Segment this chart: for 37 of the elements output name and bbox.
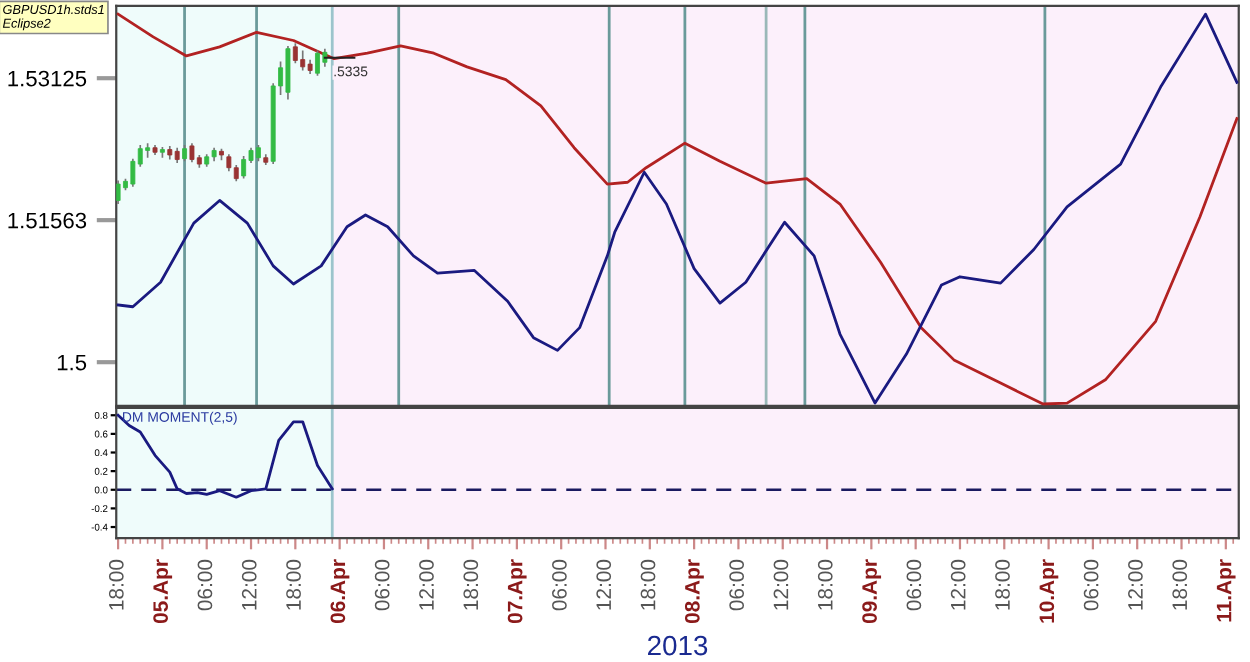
x-tick-label: 18:00 <box>1172 559 1188 610</box>
x-tick-label: 06:00 <box>552 559 567 611</box>
x-tick-label: 08.Apr <box>684 559 704 624</box>
candlestick <box>315 50 320 76</box>
x-tick-label: 07.Apr <box>507 559 527 624</box>
candlestick <box>241 155 247 179</box>
x-tick-label: 18:00 <box>286 559 301 610</box>
x-tick-label: 18:00 <box>108 559 124 610</box>
x-tick-label: 06:00 <box>729 559 745 611</box>
candlestick <box>292 43 298 64</box>
x-tick-label: 18:00 <box>817 559 833 610</box>
x-tick-label: 12:00 <box>241 559 257 610</box>
x-tick-label: 18:00 <box>463 559 479 610</box>
x-axis-title: 2013 <box>648 635 708 656</box>
x-tick-label: 18:00 <box>640 559 656 610</box>
x-tick-label: 12:00 <box>950 559 966 610</box>
x-tick-label: 06:00 <box>1083 559 1099 611</box>
x-tick-label: 12:00 <box>773 559 789 610</box>
x-tick-label: 05.Apr <box>153 559 173 624</box>
x-tick-label: 18:00 <box>995 559 1010 610</box>
y-tick-label: 1.51563 <box>8 212 87 229</box>
x-tick-label: 06:00 <box>197 559 213 611</box>
x-tick-label: 06:00 <box>906 559 922 611</box>
line-series <box>116 413 334 499</box>
candlestick <box>285 46 291 100</box>
candlestick <box>116 180 121 204</box>
x-tick-label: 12:00 <box>419 559 434 610</box>
x-tick-label: 11.Apr <box>1216 559 1236 622</box>
x-tick-label: 06:00 <box>374 559 390 611</box>
x-tick-label: 12:00 <box>596 559 612 610</box>
x-tick-label: 12:00 <box>1128 559 1143 610</box>
x-tick-label: 10.Apr <box>1039 559 1059 623</box>
candlestick <box>300 50 306 71</box>
y-tick-label: 1.5 <box>57 354 87 371</box>
y-tick-label: 1.53125 <box>8 70 87 87</box>
x-tick-label: 09.Apr <box>862 559 882 624</box>
x-tick-label: 06.Apr <box>330 559 350 624</box>
